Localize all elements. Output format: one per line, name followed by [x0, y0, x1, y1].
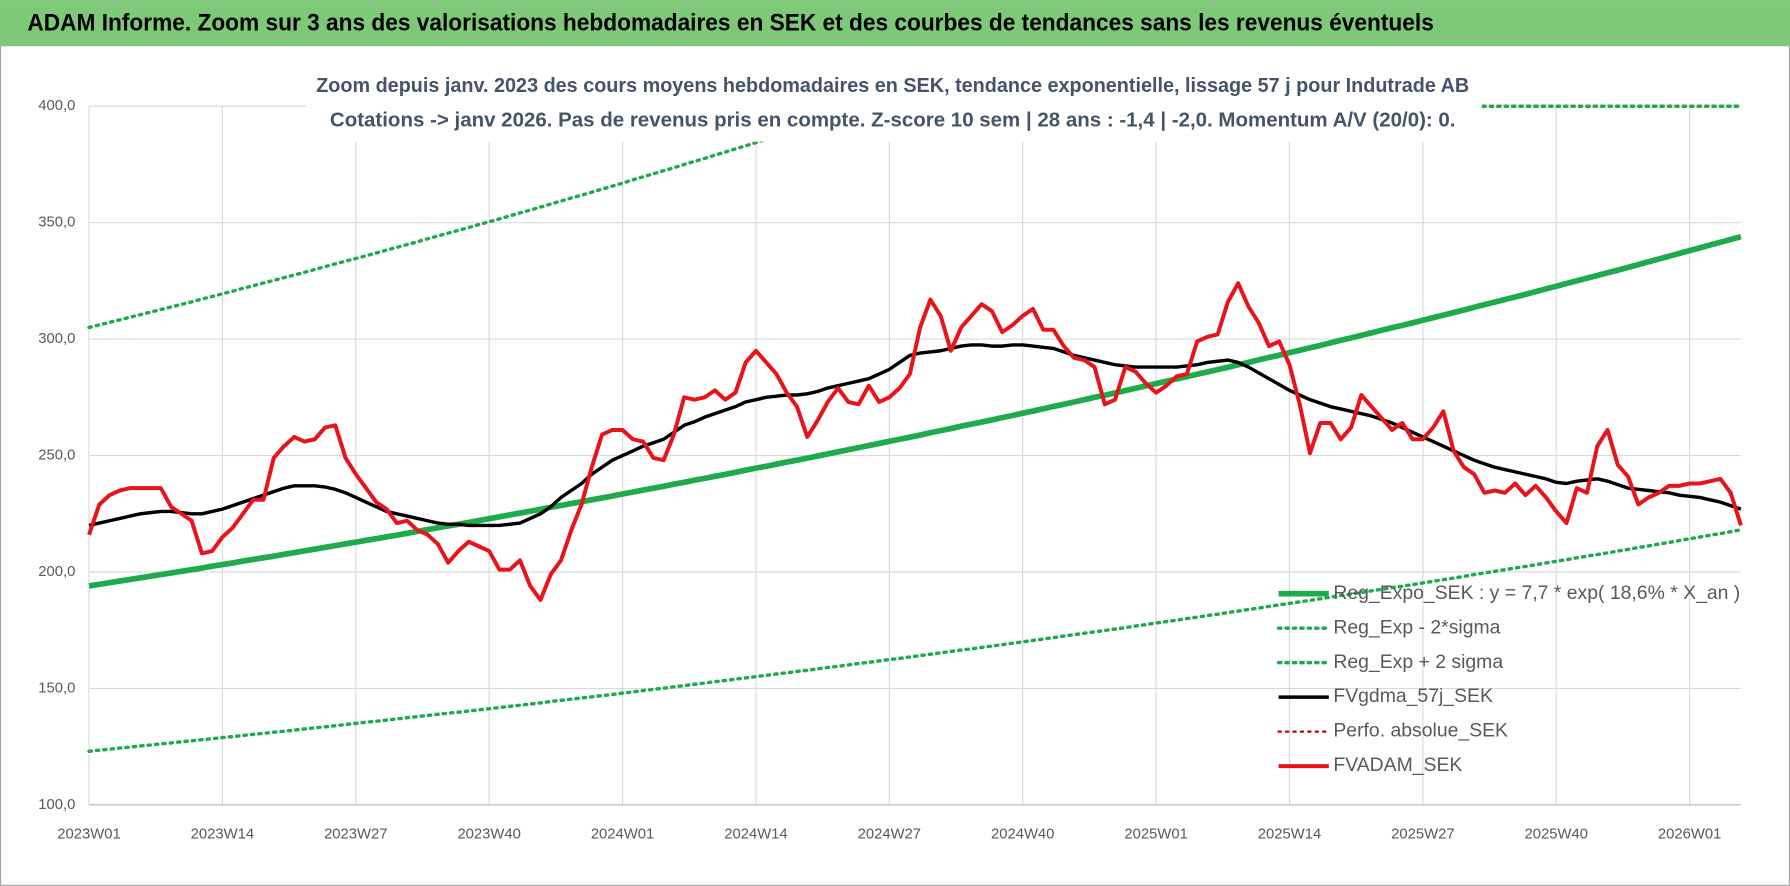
legend-label: Reg_Expo_SEK : y = 7,7 * exp( 18,6% * X_…	[1333, 582, 1740, 604]
x-tick-label: 2025W27	[1391, 826, 1454, 842]
y-tick-label: 200,0	[38, 564, 75, 580]
legend-label: Perfo. absolue_SEK	[1333, 720, 1508, 742]
legend-label: Reg_Exp + 2 sigma	[1333, 651, 1503, 673]
x-tick-label: 2024W40	[991, 826, 1054, 842]
banner-title: ADAM Informe. Zoom sur 3 ans des valoris…	[27, 9, 1433, 36]
y-tick-label: 250,0	[38, 447, 75, 463]
chart-title: Zoom depuis janv. 2023 des cours moyens …	[316, 74, 1469, 97]
x-tick-label: 2023W40	[457, 826, 520, 842]
legend-label: FVADAM_SEK	[1333, 754, 1462, 776]
series-line	[88, 233, 1742, 589]
chart-subtitle: Cotations -> janv 2026. Pas de revenus p…	[330, 108, 1456, 131]
y-tick-label: 100,0	[38, 797, 75, 813]
x-tick-label: 2024W14	[724, 826, 787, 842]
title-backdrop	[305, 66, 1482, 142]
legend: Reg_Expo_SEK : y = 7,7 * exp( 18,6% * X_…	[1276, 582, 1740, 776]
x-tick-label: 2023W01	[57, 826, 120, 842]
x-tick-label: 2025W14	[1258, 826, 1321, 842]
x-tick-label: 2025W01	[1124, 826, 1187, 842]
x-tick-label: 2025W40	[1524, 826, 1587, 842]
legend-label: FVgdma_57j_SEK	[1333, 685, 1493, 707]
series-line	[87, 281, 1743, 602]
x-tick-label: 2023W27	[324, 826, 387, 842]
y-tick-label: 150,0	[38, 680, 75, 696]
x-tick-label: 2024W27	[858, 826, 921, 842]
x-tick-label: 2026W01	[1658, 826, 1721, 842]
y-tick-label: 350,0	[38, 215, 75, 231]
x-tick-label: 2024W01	[591, 826, 654, 842]
x-tick-label: 2023W14	[191, 826, 254, 842]
series-line	[87, 528, 1743, 754]
legend-label: Reg_Exp - 2*sigma	[1333, 616, 1500, 638]
y-tick-label: 300,0	[38, 331, 75, 347]
banner	[0, 0, 1790, 46]
y-tick-label: 400,0	[38, 98, 75, 114]
